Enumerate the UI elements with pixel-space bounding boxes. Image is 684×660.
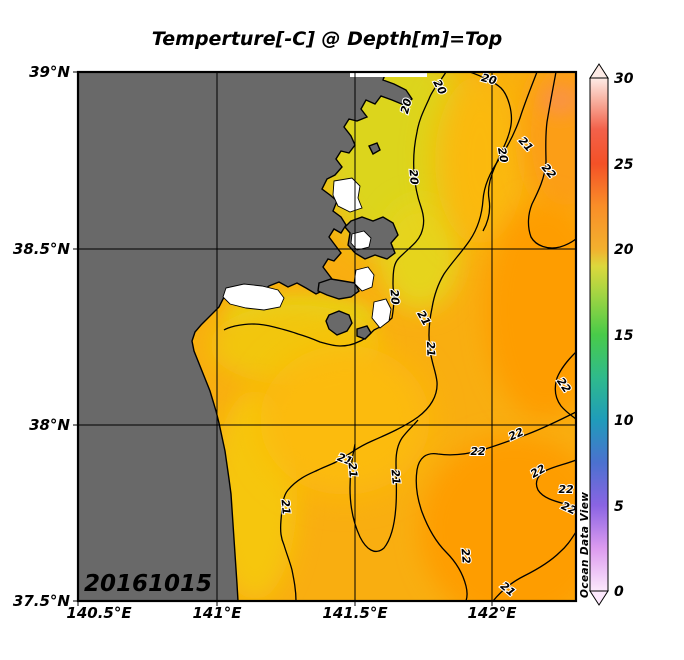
x-axis-tick-label: 140.5°E: [66, 604, 132, 622]
contour-21-pocket: [349, 419, 419, 552]
y-axis: 39°N 38.5°N 38°N 37.5°N: [13, 63, 71, 610]
x-axis-tick-label: 141°E: [192, 604, 242, 622]
colorbar-tick-label: 0: [614, 584, 624, 600]
y-axis-tick-label: 37.5°N: [13, 592, 71, 610]
warm-spot: [540, 84, 576, 116]
southeast-warm-region: [420, 435, 576, 601]
contour-20-branch: [469, 72, 513, 232]
date-label: 20161015: [84, 571, 212, 597]
no-data-patch: [222, 283, 285, 311]
no-data-top-strip: [350, 72, 427, 77]
colorbar-gradient-bar: [589, 77, 609, 592]
contour-label: 22: [459, 548, 473, 565]
contour-22-north: [527, 72, 576, 249]
plot-border: [76, 70, 578, 603]
contour-label: 22: [470, 445, 486, 458]
contour-label: 20: [398, 97, 415, 115]
y-axis-tick-label: 38°N: [29, 416, 70, 434]
island-matsushima-2: [325, 310, 353, 336]
odv-credit: Ocean Data View: [579, 492, 591, 598]
contour-label: 21: [335, 451, 354, 468]
contour-label: 21: [424, 341, 438, 357]
colorbar-tick-label: 20: [614, 242, 634, 258]
colorbar-top-arrow: [589, 63, 609, 79]
central-gold-region: [260, 345, 430, 495]
contour-20: [223, 72, 447, 347]
colorbar-tick-label: 10: [614, 413, 634, 429]
contour-22-pocket: [535, 459, 576, 511]
contour-label: 22: [558, 483, 574, 496]
no-data-patch: [350, 230, 372, 251]
colorbar-bottom-arrow: [589, 590, 609, 606]
contour-22-tongue: [415, 411, 576, 601]
y-axis-tick-label: 38.5°N: [13, 240, 71, 258]
x-axis-tick-label: 142°E: [467, 604, 517, 622]
contour-label: 20: [407, 169, 421, 186]
colorbar-tick-labels: 30 25 20 15 10 5 0: [614, 71, 634, 600]
plot-title: Temperture[-C] @ Depth[m]=Top: [152, 28, 502, 50]
contour-21-southeast: [492, 531, 576, 601]
contour-label: 21: [389, 469, 403, 485]
islet-south: [356, 325, 372, 340]
colorbar-tick-label: 25: [614, 157, 634, 173]
contour-label: 21: [279, 499, 293, 515]
islet-north: [368, 142, 381, 155]
x-axis-tick-label: 141.5°E: [322, 604, 388, 622]
no-data-patch: [371, 298, 392, 329]
colorbar-tick-label: 30: [614, 71, 634, 87]
contour-label: 21: [346, 462, 360, 478]
axis-tick-marks: [73, 71, 493, 606]
colorbar-tick-label: 15: [614, 328, 634, 344]
gridlines: [78, 72, 576, 601]
east-warm-region: [485, 200, 576, 420]
contour-label: 20: [388, 289, 402, 306]
upper-amber-region: [435, 75, 525, 245]
x-axis: 140.5°E 141°E 141.5°E 142°E: [66, 604, 517, 622]
colorbar-tick-label: 5: [614, 499, 624, 515]
y-axis-tick-label: 39°N: [29, 63, 70, 81]
colorbar: 30 25 20 15 10 5 0 Ocean Data View: [579, 63, 634, 606]
contour-lines: [223, 72, 576, 601]
contour-22-east: [554, 351, 576, 420]
no-data-patch: [353, 266, 375, 292]
contour-21: [279, 72, 538, 601]
contour-label: 20: [480, 71, 498, 88]
contour-label: 20: [495, 146, 511, 164]
